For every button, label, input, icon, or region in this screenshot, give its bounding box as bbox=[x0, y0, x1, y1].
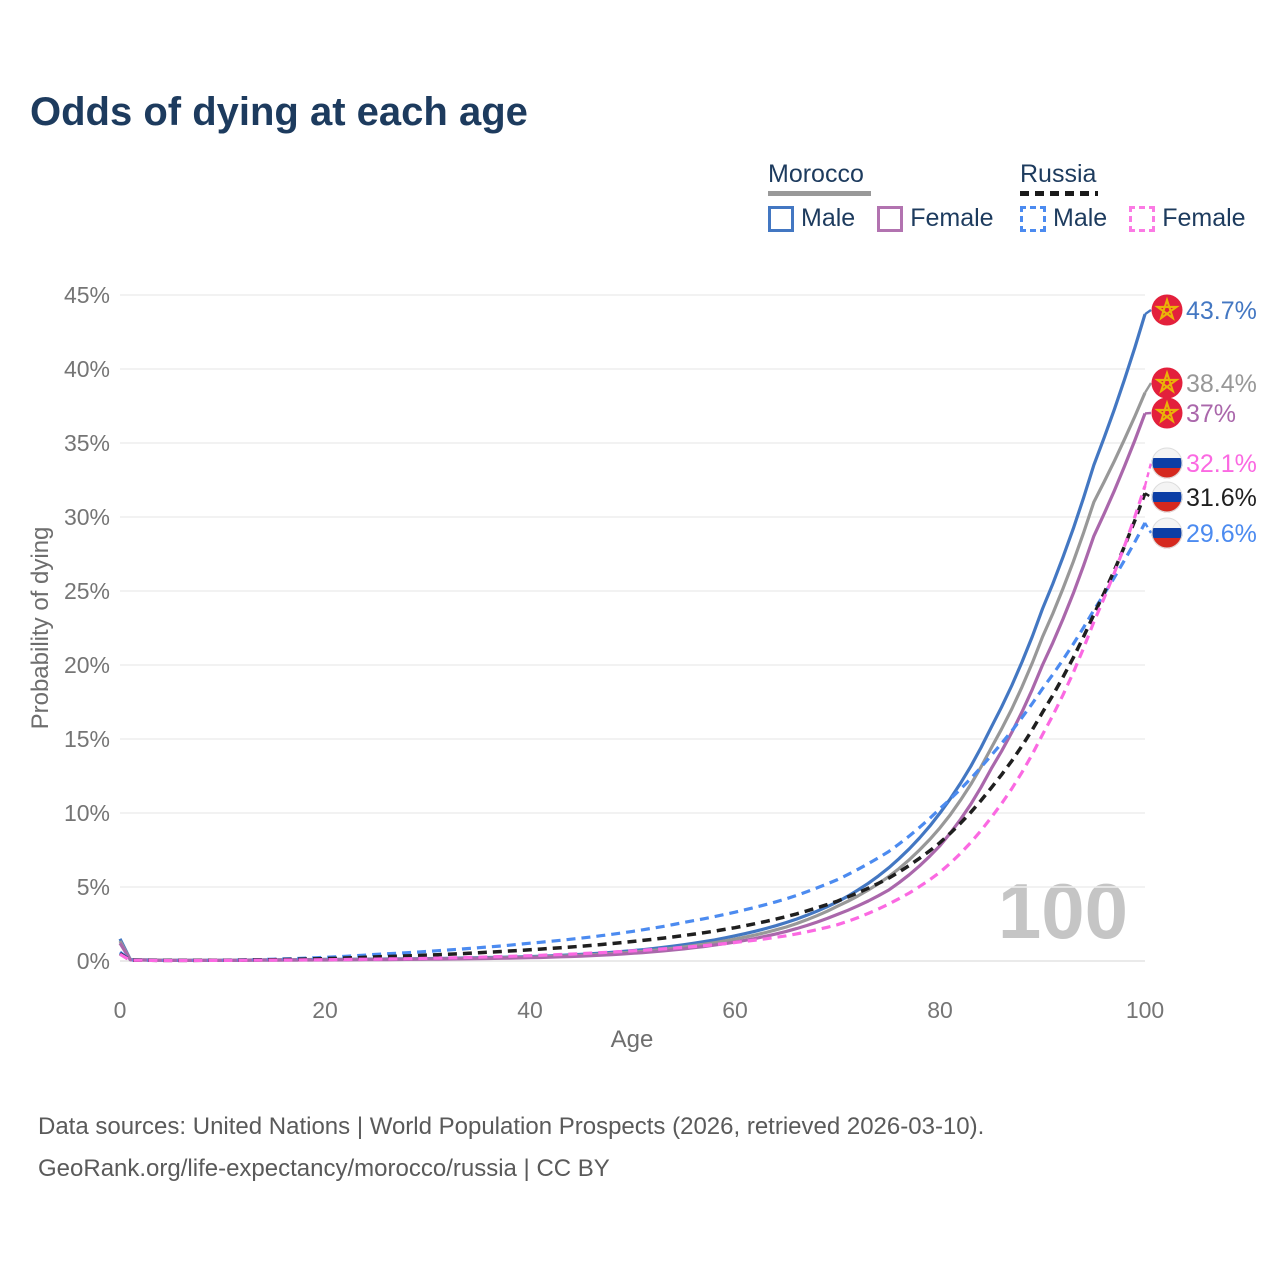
russia-flag-icon bbox=[1151, 447, 1183, 479]
label-connector-morocco-male bbox=[1144, 309, 1152, 316]
end-value-label-russia-both: 31.6% bbox=[1186, 484, 1257, 512]
legend-country-russia[interactable]: Russia bbox=[1020, 160, 1097, 188]
y-tick-label: 5% bbox=[77, 874, 110, 900]
legend-item-morocco-female[interactable]: Female bbox=[877, 204, 994, 233]
morocco-flag-icon bbox=[1151, 367, 1183, 399]
x-tick-label: 0 bbox=[114, 997, 127, 1023]
series-line-russia-female[interactable] bbox=[119, 485, 1147, 963]
russia-flag-icon bbox=[1151, 481, 1183, 513]
y-tick-label: 40% bbox=[64, 356, 110, 382]
end-value-label-morocco-both: 38.4% bbox=[1186, 370, 1257, 398]
hover-age-watermark: 100 bbox=[997, 867, 1128, 955]
footer-sources-line: Data sources: United Nations | World Pop… bbox=[38, 1113, 985, 1140]
x-axis-title: Age bbox=[610, 1026, 654, 1053]
morocco-line-swatch bbox=[768, 191, 871, 196]
end-value-label-russia-male: 29.6% bbox=[1186, 520, 1257, 548]
series-line-morocco-male[interactable] bbox=[118, 313, 1147, 962]
label-connector-russia-male bbox=[1143, 522, 1153, 534]
label-connector-russia-both bbox=[1144, 492, 1152, 499]
russia-female-swatch-icon bbox=[1129, 205, 1156, 232]
y-axis-title: Probability of dying bbox=[27, 526, 54, 730]
legend-item-label: Male bbox=[1053, 204, 1108, 232]
x-tick-label: 60 bbox=[722, 997, 748, 1023]
x-tick-label: 20 bbox=[312, 997, 338, 1023]
legend-item-label: Female bbox=[1162, 204, 1246, 232]
legend-item-label: Male bbox=[801, 204, 856, 232]
y-tick-label: 0% bbox=[77, 948, 110, 974]
end-value-label-russia-female: 32.1% bbox=[1186, 450, 1257, 478]
label-connector-russia-female bbox=[1143, 462, 1153, 487]
y-tick-label: 25% bbox=[64, 578, 110, 604]
y-tick-label: 15% bbox=[64, 726, 110, 752]
footer-attribution-line: GeoRank.org/life-expectancy/morocco/russ… bbox=[38, 1155, 610, 1182]
morocco-female-swatch-icon bbox=[877, 205, 904, 232]
legend-country-morocco[interactable]: Morocco bbox=[768, 160, 864, 188]
page-title: Odds of dying at each age bbox=[30, 90, 528, 134]
series-line-morocco-both[interactable] bbox=[118, 392, 1147, 962]
y-tick-label: 45% bbox=[64, 282, 110, 308]
x-tick-label: 100 bbox=[1126, 997, 1164, 1023]
legend-item-russia-male[interactable]: Male bbox=[1020, 204, 1107, 233]
morocco-flag-icon bbox=[1151, 397, 1183, 429]
russia-line-swatch bbox=[1020, 191, 1098, 196]
x-tick-label: 80 bbox=[927, 997, 953, 1023]
legend-item-russia-female[interactable]: Female bbox=[1129, 204, 1246, 233]
footer: Data sources: United Nations | World Pop… bbox=[38, 1106, 984, 1190]
end-value-label-morocco-male: 43.7% bbox=[1186, 297, 1257, 325]
y-tick-label: 35% bbox=[64, 430, 110, 456]
end-value-label-morocco-female: 37% bbox=[1186, 400, 1236, 428]
legend-group-russia: Russia Male Female bbox=[1020, 160, 1268, 233]
russia-flag-icon bbox=[1151, 517, 1183, 549]
y-tick-label: 30% bbox=[64, 504, 110, 530]
russia-male-swatch-icon bbox=[1020, 205, 1046, 232]
legend-group-morocco: Morocco Male Female bbox=[768, 160, 1016, 233]
morocco-male-swatch-icon bbox=[768, 205, 794, 232]
series-line-russia-male[interactable] bbox=[119, 522, 1147, 962]
series-line-morocco-female[interactable] bbox=[118, 412, 1147, 962]
x-tick-label: 40 bbox=[517, 997, 543, 1023]
morocco-flag-icon bbox=[1151, 294, 1183, 326]
y-tick-label: 20% bbox=[64, 652, 110, 678]
y-tick-label: 10% bbox=[64, 800, 110, 826]
legend-item-morocco-male[interactable]: Male bbox=[768, 204, 855, 233]
label-connector-morocco-both bbox=[1143, 382, 1153, 394]
legend-item-label: Female bbox=[910, 204, 994, 232]
